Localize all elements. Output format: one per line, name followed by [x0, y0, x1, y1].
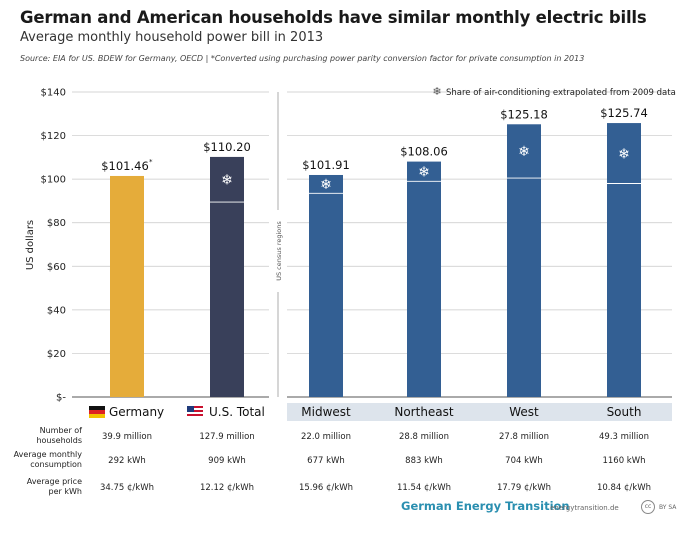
snowflake-icon: ❄ [618, 146, 630, 162]
data-label: $125.18 [500, 107, 548, 121]
table-cell: 909 kWh [208, 456, 246, 466]
asterisk-note: * [149, 158, 153, 166]
snowflake-icon: ❄ [418, 164, 430, 180]
category-label: West [509, 405, 539, 419]
snowflake-icon: ❄ [320, 177, 332, 193]
bar-midwest [309, 174, 343, 397]
table-row-label: Average monthly consumption [14, 450, 83, 469]
snowflake-icon: ❄ [518, 144, 530, 160]
y-tick-label: $- [56, 393, 66, 404]
table-cell: 15.96 ¢/kWh [299, 483, 353, 493]
table-cell: 34.75 ¢/kWh [100, 483, 154, 493]
us-flag-icon [187, 406, 203, 418]
table-cell: 27.8 million [499, 432, 549, 442]
data-label: $101.91 [302, 158, 350, 172]
germany-flag-icon [89, 406, 105, 418]
license-text: BY SA [659, 504, 677, 511]
bar-south [607, 123, 641, 397]
bar-germany [110, 175, 144, 397]
table-row-label: Average price per kWh [27, 477, 82, 496]
region-header-band [287, 403, 672, 421]
table-cell: 883 kWh [405, 456, 443, 466]
y-tick-label: $60 [47, 262, 66, 273]
table-cell: 28.8 million [399, 432, 449, 442]
table-cell: 11.54 ¢/kWh [397, 483, 451, 493]
table-row-label: Number of households [36, 426, 82, 445]
table-cell: 10.84 ¢/kWh [597, 483, 651, 493]
divider-label: US census regions [275, 221, 283, 281]
table-cell: 49.3 million [599, 432, 649, 442]
table-cell: 704 kWh [505, 456, 543, 466]
chart-title: German and American households have simi… [20, 8, 647, 27]
y-tick-label: $140 [41, 88, 66, 99]
y-tick-label: $80 [47, 218, 66, 229]
data-label: $108.06 [400, 145, 448, 159]
table-cell: 127.9 million [199, 432, 254, 442]
site-url: energytransition.de [550, 504, 619, 512]
category-label: Germany [109, 405, 164, 419]
chart-source: Source: EIA for US. BDEW for Germany, OE… [20, 54, 585, 63]
table-cell: 292 kWh [108, 456, 146, 466]
table-cell: 17.79 ¢/kWh [497, 483, 551, 493]
data-label: $110.20 [203, 140, 251, 154]
bar-west [507, 124, 541, 397]
data-label: $125.74 [600, 106, 648, 120]
creative-commons-icon: cc [641, 500, 655, 514]
snowflake-icon: ❄ [221, 172, 233, 188]
y-tick-label: $120 [41, 131, 66, 142]
category-label: Midwest [301, 405, 351, 419]
bar-u-s-total [210, 156, 244, 397]
brand-name: German Energy Transition [401, 499, 570, 513]
legend-snowflake-icon: ❄ [432, 85, 441, 98]
y-tick-label: $100 [41, 175, 66, 186]
category-label: Northeast [394, 405, 454, 419]
chart-subtitle: Average monthly household power bill in … [20, 30, 324, 45]
y-tick-label: $40 [47, 305, 66, 316]
table-cell: 1160 kWh [602, 456, 645, 466]
table-cell: 677 kWh [307, 456, 345, 466]
y-tick-label: $20 [47, 349, 66, 360]
legend-label: Share of air-conditioning extrapolated f… [446, 88, 676, 98]
table-cell: 22.0 million [301, 432, 351, 442]
table-cell: 39.9 million [102, 432, 152, 442]
table-cell: 12.12 ¢/kWh [200, 483, 254, 493]
y-axis-label: US dollars [25, 220, 36, 270]
category-label: South [607, 405, 642, 419]
category-label: U.S. Total [209, 405, 265, 419]
data-label: $101.46 [101, 159, 149, 173]
bar-northeast [407, 161, 441, 397]
